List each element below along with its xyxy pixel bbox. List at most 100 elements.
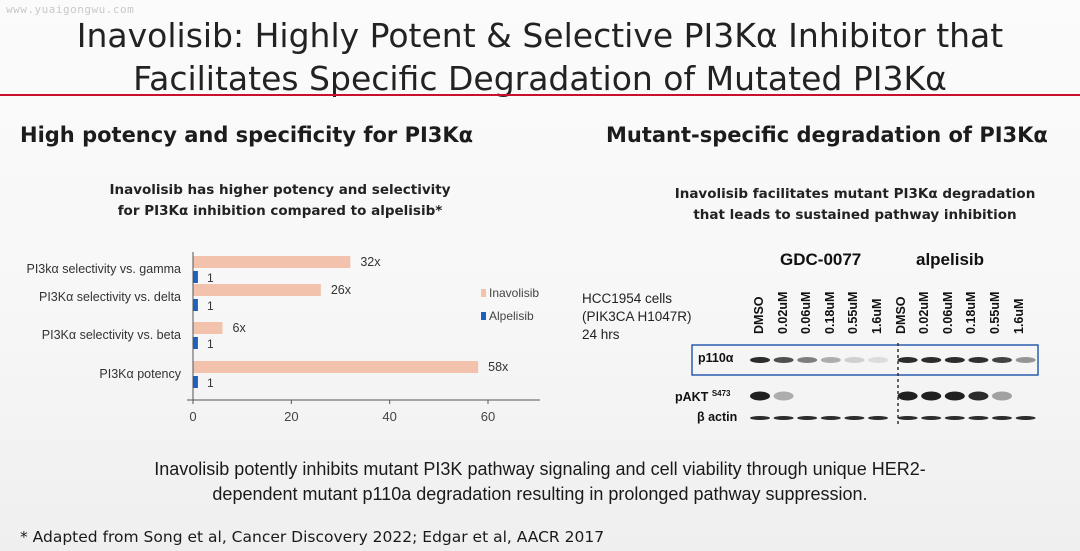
group-label-gdc0077: GDC-0077 [780, 250, 862, 269]
right-subheading-line1: Inavolisib facilitates mutant PI3Kα degr… [674, 186, 1036, 202]
band-row3-lane6 [868, 416, 888, 420]
western-blot [691, 343, 1039, 425]
blot-label-pakt: pAKT S473 [675, 389, 731, 404]
x-tick-label-60: 60 [481, 409, 495, 424]
band-row3-lane7 [897, 416, 918, 420]
left-panel-subheading: Inavolisib has higher potency and select… [70, 180, 490, 222]
band-row3-lane12 [1015, 416, 1036, 420]
band-row1-lane12 [1015, 357, 1036, 363]
title-divider [0, 94, 1080, 96]
label-alpelisib-row-2: 1 [207, 299, 214, 313]
band-row1-lane2 [773, 357, 794, 363]
category-label-row-3: PI3Kα selectivity vs. beta [42, 328, 181, 342]
watermark: www.yuaigongwu.com [6, 3, 135, 16]
lane-label-alpelisib-5: 0.55uM [988, 291, 1002, 334]
band-row3-lane9 [944, 416, 965, 420]
right-panel-subheading: Inavolisib facilitates mutant PI3Kα degr… [650, 184, 1060, 226]
bar-inavolisib-row-4 [193, 361, 479, 373]
bar-inavolisib-row-1 [193, 256, 351, 268]
cell-info: HCC1954 cells (PIK3CA H1047R) 24 hrs [582, 290, 692, 344]
slide-title-line1: Inavolisib: Highly Potent & Selective PI… [76, 16, 1004, 55]
band-row2-lane8 [921, 391, 942, 401]
lane-label-gdc0077-2: 0.02uM [775, 291, 790, 334]
potency-bar-chart: PI3kα selectivity vs. gamma 32x 1 PI3Kα sel… [27, 252, 540, 424]
band-row3-lane8 [921, 416, 942, 420]
bar-alpelisib-row-3 [193, 337, 198, 349]
x-tick-label-0: 0 [189, 409, 196, 424]
lane-label-gdc0077-3: 0.06uM [799, 291, 814, 334]
summary-line2: dependent mutant p110a degradation resul… [212, 484, 868, 504]
left-subheading-line1: Inavolisib has higher potency and select… [109, 182, 451, 198]
mutation: (PIK3CA H1047R) [582, 309, 692, 324]
band-row1-lane7 [897, 357, 918, 363]
category-label-row-1: PI3kα selectivity vs. gamma [27, 262, 182, 276]
lane-label-alpelisib-3: 0.06uM [940, 291, 955, 334]
p110a-frame [691, 344, 1039, 376]
lane-label-alpelisib-6: 1.6uM [1011, 298, 1026, 334]
label-alpelisib-row-3: 1 [207, 337, 214, 351]
legend-label-alpelisib: Alpelisib [489, 309, 534, 323]
band-row1-lane8 [921, 357, 942, 363]
legend-swatch-inavolisib [481, 289, 486, 297]
cell-line: HCC1954 cells [582, 291, 673, 306]
label-alpelisib-row-1: 1 [207, 271, 214, 285]
left-subheading-line2: for PI3Kα inhibition compared to alpelis… [117, 203, 443, 219]
group-label-alpelisib: alpelisib [916, 250, 985, 269]
slide-title: Inavolisib: Highly Potent & Selective PI… [0, 14, 1080, 100]
lane-label-gdc0077-5: 0.55uM [846, 291, 861, 334]
lane-label-alpelisib-2: 0.02uM [917, 291, 932, 334]
band-row3-lane2 [773, 416, 794, 420]
blot-label-p110a: p110α [698, 351, 734, 365]
label-inavolisib-row-1: 32x [360, 255, 381, 269]
category-label-row-4: PI3Kα potency [99, 367, 181, 381]
left-panel-heading: High potency and specificity for PI3Kα [20, 123, 474, 147]
right-panel-heading: Mutant-specific degradation of PI3Kα [606, 123, 1048, 147]
band-row1-lane11 [992, 357, 1012, 363]
label-inavolisib-row-2: 26x [331, 283, 352, 297]
band-row3-lane10 [968, 416, 989, 420]
band-row3-lane4 [820, 416, 841, 420]
band-row3-lane1 [750, 416, 770, 420]
bar-alpelisib-row-4 [193, 376, 198, 388]
x-tick-label-20: 20 [284, 409, 298, 424]
band-row2-lane7 [897, 391, 918, 401]
band-row3-lane3 [797, 416, 818, 420]
footnote: * Adapted from Song et al, Cancer Discov… [20, 528, 605, 546]
pakt-label-text: pAKT [675, 390, 709, 405]
band-row2-lane1 [750, 391, 770, 401]
slide-title-line2: Facilitates Specific Degradation of Muta… [133, 59, 947, 98]
bar-inavolisib-row-3 [193, 322, 223, 334]
label-alpelisib-row-4: 1 [207, 376, 214, 390]
duration: 24 hrs [582, 327, 620, 342]
band-row1-lane4 [820, 357, 841, 363]
band-row2-lane9 [944, 391, 965, 401]
right-subheading-line2: that leads to sustained pathway inhibiti… [693, 207, 1017, 223]
bar-inavolisib-row-2 [193, 284, 321, 296]
band-row3-lane5 [844, 416, 865, 420]
lane-label-alpelisib-1: DMSO [893, 296, 908, 335]
band-row3-lane11 [992, 416, 1012, 420]
summary-line1: Inavolisib potently inhibits mutant PI3K… [154, 459, 926, 479]
band-row1-lane3 [797, 357, 818, 363]
band-row1-lane9 [944, 357, 965, 363]
label-inavolisib-row-3: 6x [233, 321, 247, 335]
band-row1-lane10 [968, 357, 989, 363]
x-tick-label-40: 40 [382, 409, 396, 424]
summary-text: Inavolisib potently inhibits mutant PI3K… [40, 457, 1040, 507]
bar-alpelisib-row-1 [193, 271, 198, 283]
bar-alpelisib-row-2 [193, 299, 198, 311]
lane-label-gdc0077-1: DMSO [752, 296, 766, 335]
blot-label-beta-actin: β actin [697, 410, 738, 424]
band-row1-lane5 [844, 357, 865, 363]
lane-label-gdc0077-4: 0.18uM [822, 291, 837, 334]
legend-label-inavolisib: Inavolisib [489, 286, 539, 300]
lane-label-alpelisib-4: 0.18uM [964, 291, 979, 334]
band-row2-lane11 [992, 391, 1012, 401]
lane-label-gdc0077-6: 1.6uM [870, 298, 884, 334]
band-row2-lane2 [773, 391, 794, 401]
pakt-superscript: S473 [711, 389, 731, 398]
legend-swatch-alpelisib [481, 312, 486, 320]
category-label-row-2: PI3Kα selectivity vs. delta [39, 290, 181, 304]
band-row2-lane10 [968, 391, 989, 401]
band-row1-lane1 [750, 357, 770, 363]
